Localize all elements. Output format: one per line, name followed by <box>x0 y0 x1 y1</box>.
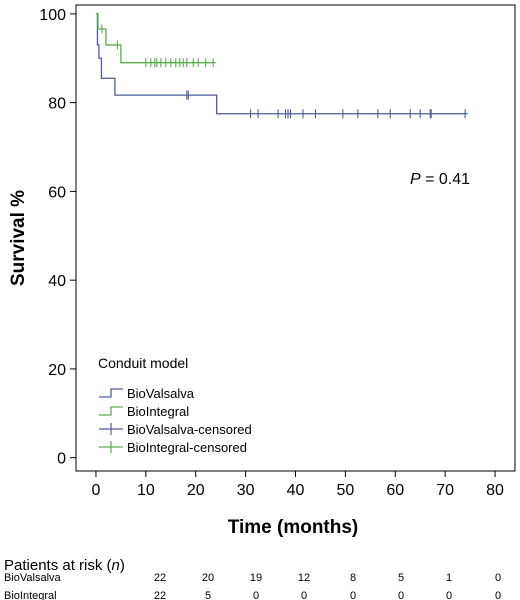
risk-value: 22 <box>154 572 166 584</box>
y-tick-label: 100 <box>39 7 66 24</box>
y-axis: 0 20 40 60 80 100 <box>39 7 76 468</box>
legend: Conduit model BioValsalva BioIntegral BioV… <box>98 355 252 455</box>
legend-swatch-step <box>99 406 123 416</box>
x-tick-label: 60 <box>386 482 404 499</box>
x-tick-label: 80 <box>486 482 504 499</box>
risk-value: 0 <box>495 590 501 600</box>
risk-table-title: Patients at risk (n) <box>4 557 125 574</box>
x-tick-label: 20 <box>187 482 205 499</box>
plot-frame <box>75 4 516 472</box>
x-tick-label: 0 <box>92 482 101 499</box>
legend-label: BioValsalva-censored <box>127 422 252 437</box>
risk-row-label: BioIntegral <box>4 590 57 600</box>
legend-label: BioValsalva <box>127 386 195 401</box>
p-value-text: = 0.41 <box>421 171 470 188</box>
risk-row-label: BioValsalva <box>4 572 62 584</box>
risk-value: 8 <box>350 572 356 584</box>
risk-table: Patients at risk (n) BioValsalva 22 20 19 12… <box>4 557 501 600</box>
risk-value: 5 <box>205 590 211 600</box>
x-axis: 0 10 20 30 40 50 60 70 80 <box>92 471 504 499</box>
y-tick-label: 0 <box>57 451 66 468</box>
x-tick-label: 40 <box>287 482 305 499</box>
series-line-biovalsalva <box>95 13 468 115</box>
risk-value: 0 <box>350 590 356 600</box>
risk-title-italic: n <box>112 557 120 574</box>
risk-value: 19 <box>250 572 262 584</box>
risk-value: 0 <box>398 590 404 600</box>
x-tick-label: 10 <box>137 482 155 499</box>
risk-value: 0 <box>495 572 501 584</box>
y-tick-label: 60 <box>48 184 66 201</box>
y-axis-label: Survival % <box>8 190 29 286</box>
series-layer <box>95 13 468 119</box>
risk-value: 12 <box>298 572 310 584</box>
x-tick-label: 70 <box>436 482 454 499</box>
x-tick-label: 30 <box>237 482 255 499</box>
risk-title-suffix: ) <box>120 557 125 574</box>
risk-value: 0 <box>446 590 452 600</box>
y-tick-label: 20 <box>48 362 66 379</box>
legend-label: BioIntegral <box>127 404 189 419</box>
x-axis-label: Time (months) <box>228 517 359 538</box>
legend-swatch-step <box>99 388 123 398</box>
p-value-annotation: P = 0.41 <box>410 171 470 188</box>
risk-value: 0 <box>301 590 307 600</box>
series-line-biointegral <box>95 13 216 64</box>
risk-value: 22 <box>154 590 166 600</box>
legend-label: BioIntegral-censored <box>127 440 247 455</box>
risk-value: 5 <box>398 572 404 584</box>
risk-value: 0 <box>253 590 259 600</box>
legend-title: Conduit model <box>98 355 188 371</box>
y-tick-label: 80 <box>48 96 66 113</box>
risk-value: 20 <box>202 572 214 584</box>
risk-value: 1 <box>446 572 452 584</box>
x-tick-label: 50 <box>336 482 354 499</box>
y-tick-label: 40 <box>48 273 66 290</box>
risk-title-prefix: Patients at risk ( <box>4 557 112 574</box>
p-value-symbol: P <box>410 171 421 188</box>
